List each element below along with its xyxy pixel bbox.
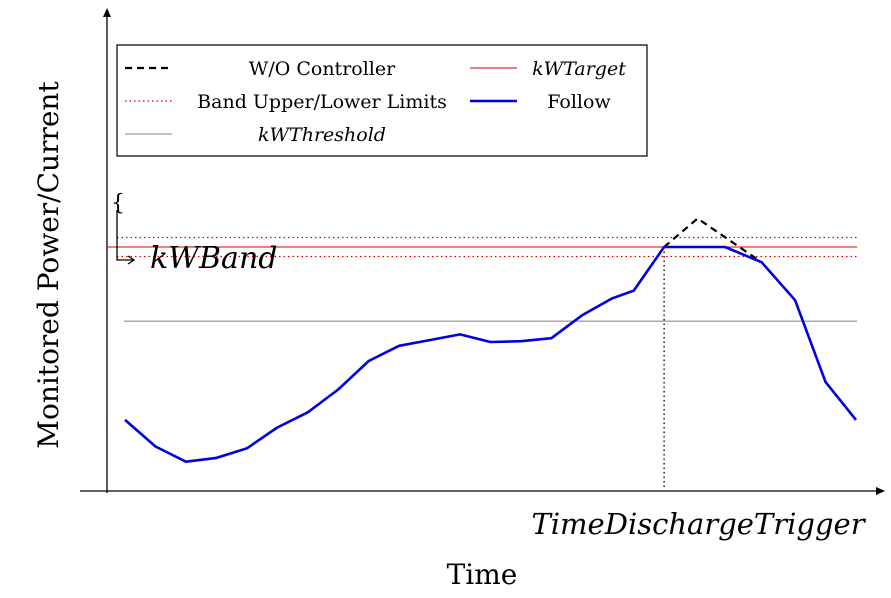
y-axis-label: Monitored Power/Current [32, 81, 65, 449]
series-line-wo-controller [663, 217, 763, 264]
band-arrow-icon [116, 210, 133, 261]
x-annotation-discharge-trigger: TimeDischargeTrigger [531, 507, 866, 541]
band-arrow-head-icon [127, 255, 136, 265]
legend: W/O Controller kWTarget Band Upper/Lower… [116, 44, 648, 157]
legend-label-kw-target: kWTarget [532, 58, 626, 80]
series-line-follow [124, 245, 858, 464]
kw-band-label: kWBand [150, 241, 277, 276]
legend-label-kw-threshold: kWThreshold [258, 124, 386, 146]
legend-box [116, 44, 648, 157]
y-axis-arrowhead [103, 8, 111, 17]
band-brace-icon: { [111, 191, 125, 216]
x-axis-arrowhead [876, 487, 885, 495]
x-axis-label: Time [447, 558, 518, 591]
legend-label-band-limits: Band Upper/Lower Limits [197, 91, 447, 113]
legend-label-wo-controller: W/O Controller [249, 58, 396, 80]
legend-label-follow: Follow [547, 91, 611, 113]
